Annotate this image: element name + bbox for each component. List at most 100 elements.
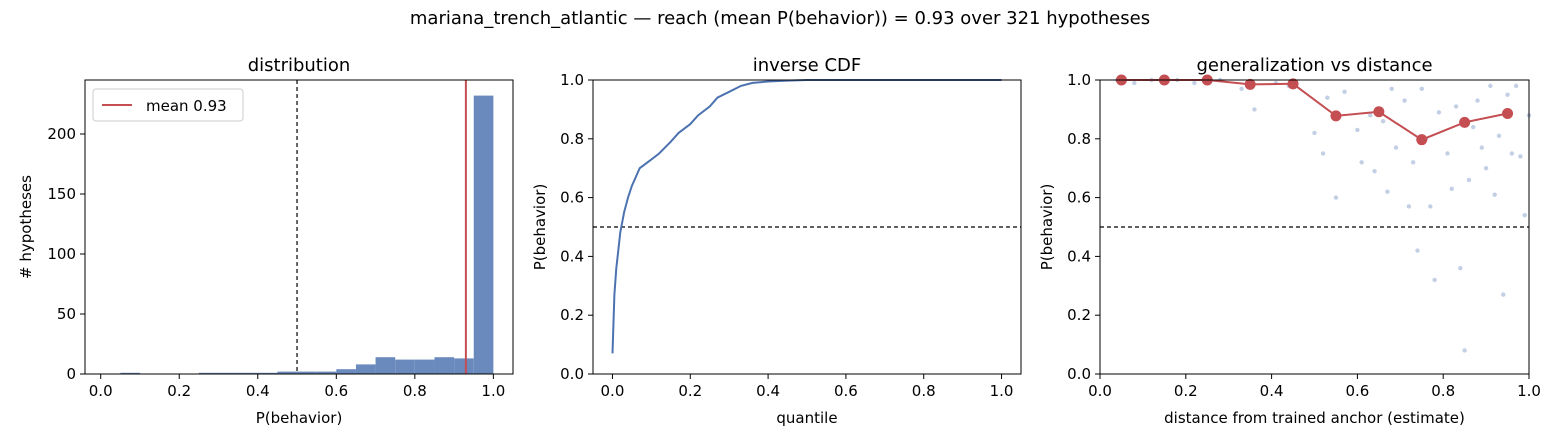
scatter-point [1368,113,1373,118]
scatter-point [1385,189,1390,194]
histogram-bar [473,95,494,374]
scatter-point [1509,151,1515,156]
histogram-bar [336,369,356,374]
scatter-point [1402,98,1407,103]
scatter-point [1449,186,1454,191]
scatter-point [1406,204,1412,209]
scatter-point [1393,145,1399,150]
panel-title: inverse CDF [753,55,862,76]
scatter-point [1320,151,1326,156]
scatter-point [1483,166,1489,171]
histogram-bar [395,359,415,374]
x-tick-label: 0.2 [167,382,191,400]
histogram-bar [434,357,455,374]
x-tick-label: 0.4 [246,382,270,400]
scatter-point [1458,265,1463,271]
y-tick-label: 50 [57,305,76,323]
x-tick-label: 0.8 [1431,382,1455,400]
binned-mean-marker [1244,78,1256,90]
scatter-point [1462,348,1467,353]
scatter-point [1342,89,1347,94]
y-tick-label: 150 [47,185,76,203]
histogram-bar [198,372,219,374]
y-tick-label: 0 [66,365,76,383]
scatter-point [1513,83,1519,89]
y-tick-label: 0.0 [560,365,584,383]
scatter-point [1239,86,1244,92]
axes-frame [1099,79,1530,375]
histogram-bar [257,372,278,374]
scatter-point [1453,104,1459,109]
scatter-point [1488,83,1493,89]
binned-mean-marker [1459,116,1471,128]
scatter-point [1312,130,1317,136]
scatter-point [1475,98,1480,103]
y-tick-label: 0.6 [1067,189,1091,207]
histogram-bar [120,372,140,374]
legend-label: mean 0.93 [146,97,227,115]
binned-mean-marker [1502,108,1514,120]
scatter-point [1471,124,1476,130]
scatter-point [1325,95,1330,100]
x-tick-label: 0.4 [1260,382,1284,400]
y-axis-label: # hypotheses [17,175,35,279]
x-axis-label: distance from trained anchor (estimate) [1164,409,1465,427]
histogram-bar [355,364,376,374]
y-tick-label: 200 [47,125,76,143]
scatter-point [1389,86,1394,92]
scatter-point [1132,80,1137,86]
panel-title: distribution [248,55,351,76]
binned-mean-marker [1330,110,1342,122]
x-tick-label: 1.0 [1517,382,1541,400]
histogram-bar [277,371,298,374]
scatter-point [1466,177,1472,183]
scatter-point [1479,145,1485,150]
scatter-point [1372,168,1377,174]
x-axis-label: P(behavior) [256,409,343,427]
x-axis-label: quantile [776,409,837,427]
scatter-point [1492,192,1497,197]
x-tick-label: 1.0 [990,382,1014,400]
y-tick-label: 1.0 [1067,71,1091,89]
axes-frame [84,79,514,375]
scatter-point [1355,127,1360,133]
binned-mean-marker [1373,106,1385,118]
scatter-point [1522,213,1527,218]
scatter-point [1252,107,1257,112]
scatter-point [1419,86,1424,92]
legend: mean 0.93 [92,88,244,122]
x-tick-label: 0.0 [89,382,113,400]
scatter-point [1415,248,1420,253]
figure-suptitle: mariana_trench_atlantic — reach (mean P(… [410,8,1150,29]
scatter-point [1496,133,1502,139]
scatter-point [1518,154,1523,159]
y-axis-label: P(behavior) [531,184,549,271]
histogram-bar [414,359,435,374]
y-tick-label: 100 [47,245,76,263]
axes-frame [592,79,1022,375]
histogram-bar [238,372,258,374]
histogram-bar [454,358,474,374]
y-tick-label: 0.8 [560,130,584,148]
scatter-point [1359,160,1364,165]
x-tick-label: 0.2 [1174,382,1198,400]
histogram-bar [375,357,396,374]
scatter-point [1445,151,1450,156]
scatter-point [1428,204,1433,209]
y-tick-label: 0.0 [1067,365,1091,383]
x-tick-label: 0.0 [601,382,625,400]
scatter-point [1333,195,1339,200]
binned-mean-marker [1416,134,1428,146]
y-tick-label: 0.2 [560,306,584,324]
panel-generalization-vs-distance: generalization vs distance 0.0 0.2 0.4 0.6 0.… [1038,55,1541,427]
x-tick-label: 1.0 [481,382,505,400]
y-tick-label: 1.0 [560,71,584,89]
y-tick-label: 0.4 [560,247,584,265]
x-tick-label: 0.4 [756,382,780,400]
y-tick-label: 0.8 [1067,130,1091,148]
scatter-point [1192,80,1197,86]
x-tick-label: 0.2 [678,382,702,400]
panel-title: generalization vs distance [1196,55,1432,76]
scatter-point [1432,277,1437,283]
